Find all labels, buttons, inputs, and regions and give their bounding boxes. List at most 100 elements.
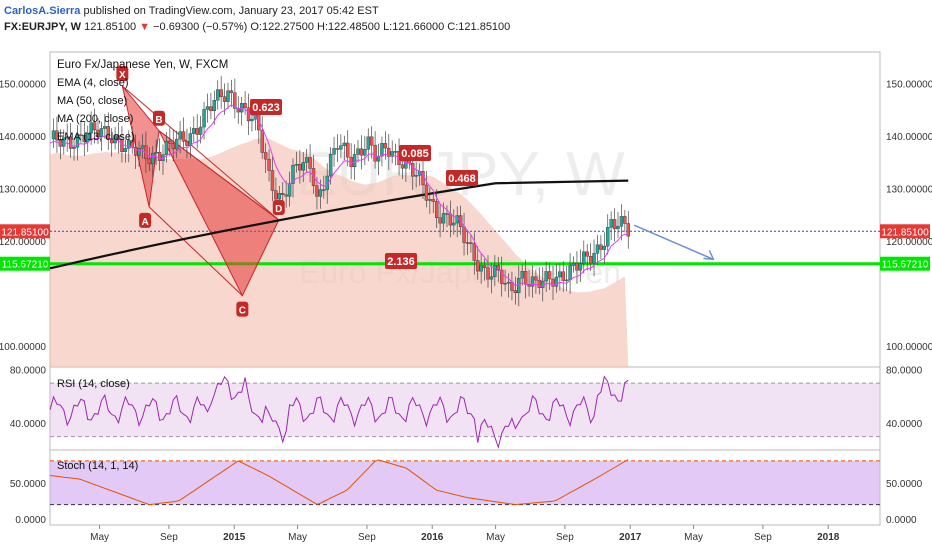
legend-title: Euro Fx/Japanese Yen, W, FXCM [57, 59, 229, 71]
candle-body [489, 276, 494, 280]
candle-body [140, 145, 145, 149]
candle [476, 246, 480, 280]
candle [267, 149, 271, 182]
candle-body [260, 129, 264, 153]
author-link[interactable]: CarlosA.Sierra [4, 5, 81, 17]
stoch-axis-left-tick: 50.0000 [10, 479, 47, 490]
candle-body [434, 201, 439, 219]
candle [106, 112, 110, 150]
candle-body [472, 243, 477, 261]
legend-study-ema13[interactable]: EMA (13, close) [57, 131, 135, 143]
candle-body [346, 142, 350, 158]
candle-body [363, 149, 367, 156]
published-text: published on TradingView.com, January 23… [83, 5, 379, 17]
pattern-point-c: C [236, 301, 249, 317]
candle [544, 261, 548, 292]
time-axis-tick: May [90, 532, 109, 543]
candle [482, 258, 487, 281]
time-axis-tick: May [486, 532, 505, 543]
pattern-line-ac [148, 206, 243, 296]
candle [315, 176, 319, 210]
candle [332, 136, 336, 167]
candle [147, 147, 152, 172]
candle [530, 265, 535, 298]
candle-body [219, 89, 223, 97]
candle-body [109, 138, 114, 144]
pattern-point-label: B [155, 115, 162, 126]
candle-body [99, 128, 104, 138]
stoch-pane [50, 459, 880, 506]
candle-body [359, 148, 364, 156]
candle-body [428, 199, 432, 201]
candle-body [92, 122, 97, 131]
candle-body [455, 215, 459, 224]
candle [438, 203, 442, 238]
candle-body [561, 271, 565, 281]
candle [236, 96, 240, 124]
candle [127, 130, 131, 163]
candle-body [537, 279, 542, 288]
candle-body [332, 148, 336, 155]
rsi-pane [49, 375, 880, 449]
candle-body [106, 126, 110, 139]
candle-body [585, 251, 589, 257]
legend-study-ema4[interactable]: EMA (4, close) [57, 77, 129, 89]
legend-study-ma50[interactable]: MA (50, close) [57, 95, 128, 107]
candle [246, 93, 251, 135]
candle-body [212, 100, 217, 112]
candle [363, 135, 367, 165]
candle-body [414, 175, 418, 177]
candle [99, 121, 104, 151]
price-axis-right-tick: 130.00000 [886, 185, 932, 196]
ratio-badge [385, 253, 417, 269]
candle [561, 261, 565, 292]
ema13-line [49, 104, 629, 287]
candle [534, 269, 538, 294]
candle [376, 143, 381, 176]
candle [154, 139, 158, 165]
price-badge-right: 115.67210 [880, 256, 930, 271]
candle-body [523, 271, 528, 285]
candle [342, 135, 347, 160]
ratio-text: 0.468 [448, 173, 476, 185]
candle [606, 214, 610, 255]
ratio-text: 0.085 [401, 148, 429, 160]
candle [434, 189, 439, 228]
candle-body [479, 265, 483, 272]
price-axis-left-tick: 120.00000 [0, 237, 46, 248]
candle [472, 232, 477, 275]
candle-body [51, 130, 56, 140]
candle [287, 171, 292, 207]
candle-body [174, 138, 179, 150]
candle-body [284, 194, 288, 197]
candle [322, 175, 326, 199]
candle [219, 75, 223, 109]
candle-body [147, 158, 152, 165]
candle-body [209, 106, 213, 112]
candle-body [390, 151, 394, 157]
candle-body [89, 122, 93, 134]
legend-study-ma200[interactable]: MA (200, close) [57, 113, 134, 125]
candle-body [520, 271, 524, 279]
rsi-band [50, 383, 880, 437]
price-badge-bg [880, 256, 930, 271]
candle [499, 256, 504, 297]
pattern-point-label: D [275, 204, 282, 215]
candle [469, 235, 473, 253]
candle-body [335, 148, 340, 150]
time-axis-tick: Sep [358, 532, 376, 543]
candle-body [506, 281, 511, 284]
price-badge-text: 115.67210 [882, 260, 929, 271]
candle-body [205, 106, 210, 110]
candle-body [229, 90, 234, 93]
candle [564, 265, 569, 292]
price-change: −0.69300 (−0.57%) [153, 21, 248, 33]
candle-body [411, 163, 415, 177]
candle-body [602, 246, 607, 250]
candle [609, 211, 613, 241]
candle [168, 127, 172, 157]
candle-body [127, 140, 131, 149]
candle-body [592, 253, 596, 264]
candle-body [623, 216, 627, 224]
